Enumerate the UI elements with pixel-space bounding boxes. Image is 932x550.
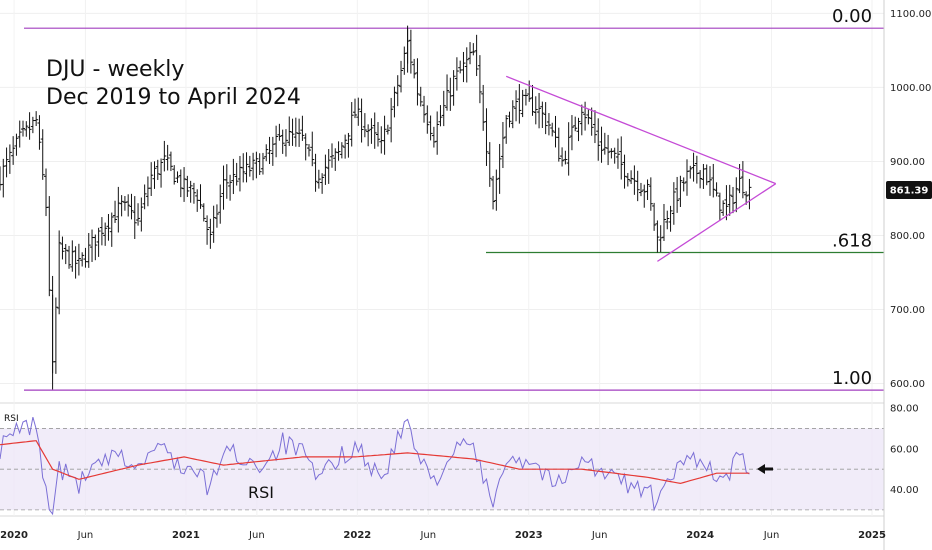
time-tick-label: Jun (77, 530, 94, 541)
rsi-ma-line (0, 440, 750, 485)
rsi-panel (0, 416, 884, 516)
chart-title-line1: DJU - weekly (46, 57, 184, 82)
price-tick-label: 900.00 (890, 157, 925, 168)
rsi-tick-label: 80.00 (890, 404, 919, 415)
triangle-upper-trendline (505, 75, 776, 185)
price-tick-label: 1000.00 (890, 83, 931, 94)
price-tick-label: 600.00 (890, 379, 925, 390)
triangle-pattern (505, 75, 777, 262)
time-tick-label: 2023 (515, 530, 543, 541)
price-tick-label: 700.00 (890, 305, 925, 316)
time-tick-label: Jun (591, 530, 608, 541)
triangle-lower-trendline (657, 183, 777, 262)
fib-level-label: 0.00 (832, 6, 872, 27)
price-tick-label: 800.00 (890, 231, 925, 242)
rsi-label: RSI (248, 483, 274, 502)
price-tick-label: 1100.00 (890, 9, 931, 20)
fib-level-label: 1.00 (832, 368, 872, 389)
rsi-tick-label: 40.00 (890, 485, 919, 496)
time-tick-label: 2022 (343, 530, 371, 541)
time-tick-label: 2021 (172, 530, 200, 541)
fib-level-label: .618 (832, 230, 872, 251)
last-price-badge (886, 181, 932, 200)
time-tick-label: Jun (763, 530, 780, 541)
last-price-label: 861.39 (890, 186, 929, 197)
left-arrow-icon (757, 464, 773, 474)
time-tick-label: Jun (419, 530, 436, 541)
time-tick-label: 2024 (686, 530, 714, 541)
rsi-tick-label: 60.00 (890, 444, 919, 455)
rsi-corner-label: RSI (4, 414, 19, 424)
time-tick-label: 2025 (858, 530, 886, 541)
chart-title-line2: Dec 2019 to April 2024 (46, 85, 301, 110)
time-tick-label: 2020 (0, 530, 28, 541)
fibonacci-levels: 0.00 .618 1.00 (24, 6, 884, 391)
time-tick-label: Jun (248, 530, 265, 541)
